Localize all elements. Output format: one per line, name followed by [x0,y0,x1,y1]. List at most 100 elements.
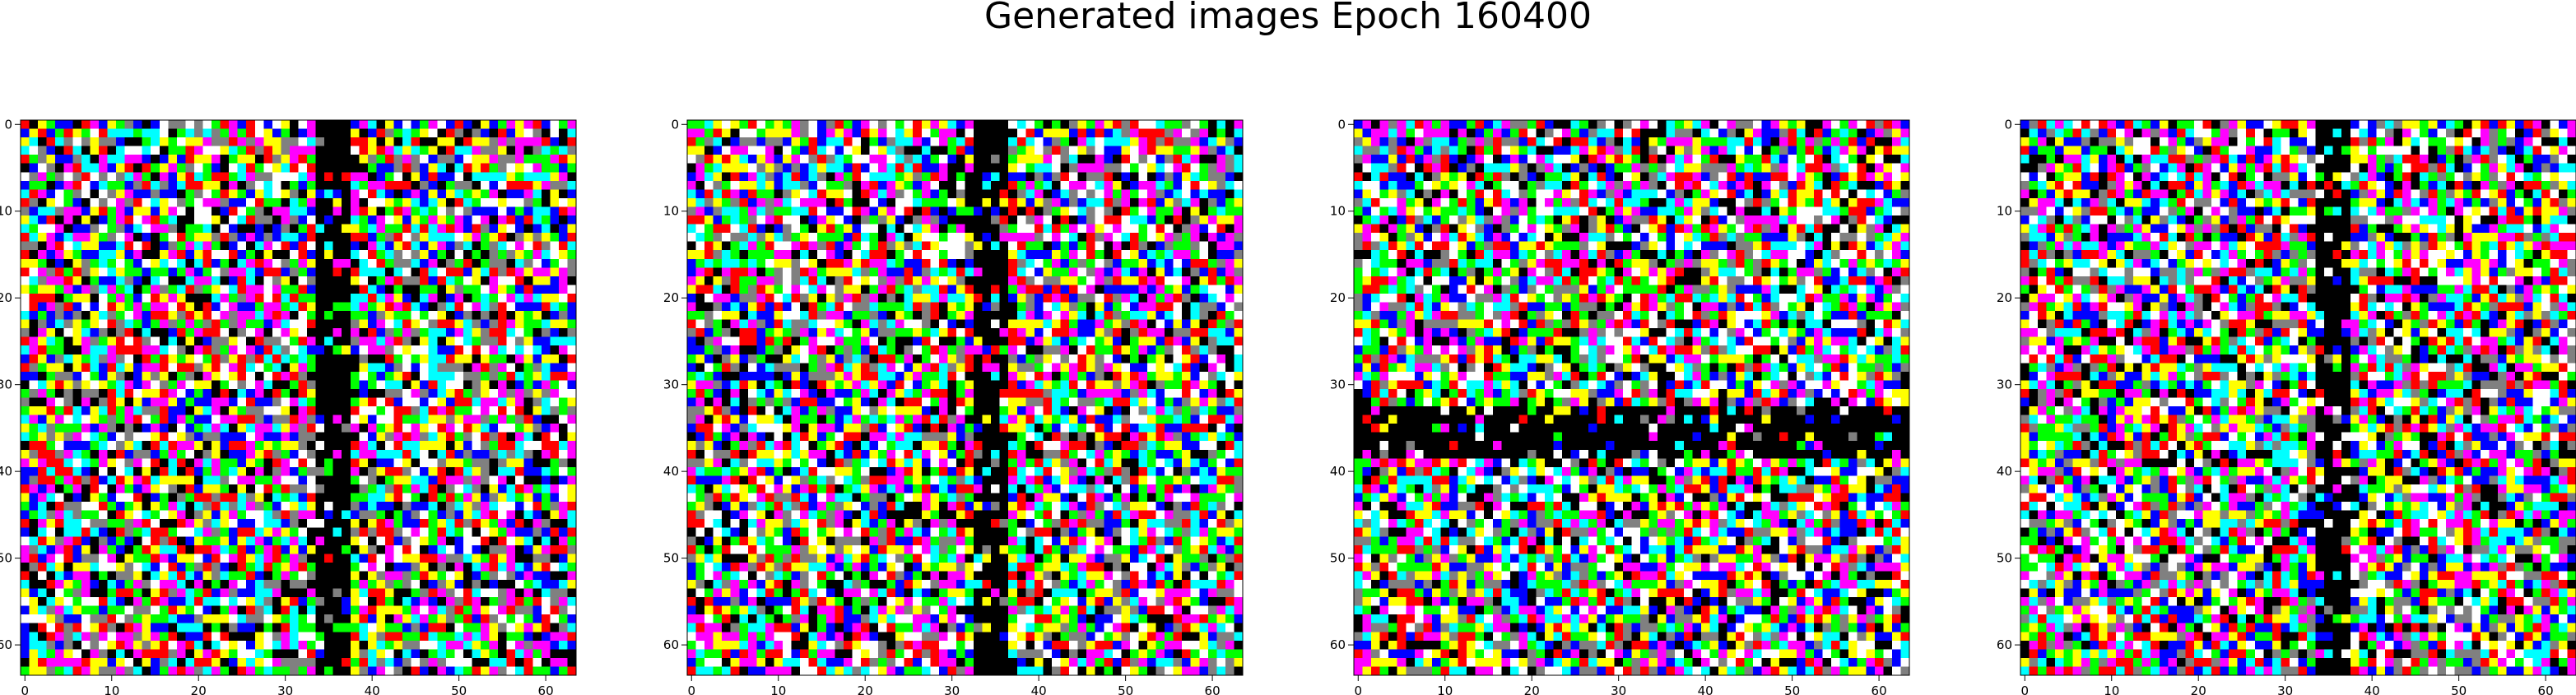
pixel [567,155,577,164]
x-tick-label: 60 [538,683,554,695]
pixel [324,380,334,390]
pixel [289,632,299,642]
pixel [124,623,134,632]
pixel [515,206,525,216]
pixel [90,137,100,147]
pixel [281,640,291,650]
pixel [193,258,203,268]
pixel [384,493,394,503]
pixel [402,632,412,642]
pixel [298,579,308,589]
pixel [489,128,499,138]
pixel [1207,120,1217,129]
pixel [808,206,818,216]
pixel [541,632,551,642]
pixel [489,649,499,659]
pixel [359,336,369,346]
pixel [411,406,421,415]
pixel [142,241,151,251]
pixel [515,319,525,329]
pixel [550,441,560,451]
pixel [965,180,974,190]
pixel [1173,215,1183,225]
pixel [212,554,221,563]
pixel [90,276,100,285]
pixel [212,267,221,277]
pixel [342,614,351,624]
pixel [384,311,394,320]
pixel [289,597,299,607]
pixel [72,544,82,554]
pixel [229,614,239,624]
pixel [151,623,160,632]
pixel [350,424,360,433]
pixel [463,137,472,147]
pixel [437,388,447,398]
pixel [472,519,481,529]
pixel [420,206,430,216]
pixel [515,424,525,433]
pixel [437,215,447,225]
pixel [532,666,542,676]
pixel [359,579,369,589]
pixel [332,371,342,381]
pixel [193,137,203,147]
pixel [1225,172,1235,182]
pixel [38,328,48,338]
pixel [463,657,472,667]
pixel [411,640,421,650]
pixel [229,250,239,260]
pixel [825,137,835,147]
pixel [38,293,48,303]
pixel [376,267,386,277]
pixel [29,180,39,190]
pixel [202,293,212,303]
pixel [420,544,430,554]
pixel [72,666,82,676]
pixel [1138,163,1148,173]
pixel [90,267,100,277]
pixel [550,388,560,398]
pixel [107,241,117,251]
pixel [229,554,239,563]
pixel [254,233,264,243]
pixel [289,666,299,676]
pixel [63,258,73,268]
pixel [402,424,412,433]
pixel [558,597,568,607]
pixel [454,605,464,615]
pixel [46,293,56,303]
pixel [142,449,151,459]
pixel [38,354,48,364]
pixel [307,510,316,520]
pixel [506,623,516,632]
pixel [825,172,835,182]
pixel [124,432,134,442]
pixel [72,285,82,294]
pixel [307,466,316,476]
pixel [532,519,542,529]
pixel [498,163,508,173]
pixel [437,536,447,546]
pixel [124,502,134,512]
pixel [454,371,464,381]
pixel [1086,197,1096,207]
pixel [904,120,914,129]
pixel [411,484,421,493]
pixel [982,146,992,155]
pixel [332,336,342,346]
pixel [1025,180,1035,190]
pixel [29,432,39,442]
pixel [220,120,230,129]
pixel [315,319,325,329]
pixel [480,146,490,155]
pixel [808,172,818,182]
pixel [202,302,212,312]
pixel [523,197,533,207]
pixel [463,285,472,294]
pixel [212,197,221,207]
pixel [185,458,195,468]
pixel [350,388,360,398]
pixel [176,605,186,615]
pixel [376,597,386,607]
